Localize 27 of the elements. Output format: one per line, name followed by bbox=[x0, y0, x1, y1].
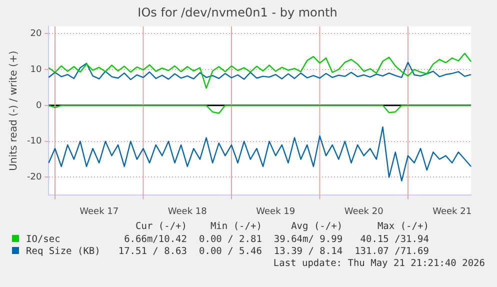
text: 0.00 / 5.46 bbox=[198, 246, 262, 258]
text: Avg (-/+) bbox=[290, 221, 343, 234]
y-axis-title: Units read (-) / write (+) bbox=[8, 50, 20, 171]
x-tick-label: Week 18 bbox=[168, 206, 208, 217]
text: 131.07 /71.69 bbox=[354, 246, 429, 258]
text: Min (-/+) bbox=[209, 221, 262, 234]
y-tick-label: 0 bbox=[36, 100, 42, 111]
legend-label: Req Size (KB) bbox=[25, 246, 102, 258]
text: Cur (-/+) bbox=[134, 221, 187, 234]
text: 39.64m/ 9.99 bbox=[272, 234, 343, 246]
text: Last update: Thu May 21 21:21:40 2026 bbox=[273, 258, 485, 269]
x-tick-label: Week 17 bbox=[80, 206, 119, 217]
x-tick-label: Week 21 bbox=[432, 206, 472, 217]
text: 13.39 / 8.14 bbox=[272, 246, 343, 258]
text: 6.66m/10.42 bbox=[123, 234, 187, 246]
y-tick-label: 20 bbox=[30, 28, 42, 39]
x-tick-label: Week 19 bbox=[256, 206, 296, 217]
y-tick-label: -20 bbox=[26, 172, 42, 183]
text: Max (-/+) bbox=[376, 221, 429, 234]
chart-title: IOs for /dev/nvme0n1 - by month bbox=[138, 5, 338, 20]
y-tick-label: 10 bbox=[30, 64, 42, 75]
text: 17.51 / 8.63 bbox=[117, 246, 187, 258]
y-tick-label: -10 bbox=[26, 136, 42, 147]
legend-label: IO/sec bbox=[25, 234, 62, 246]
text: 40.15 /31.94 bbox=[359, 234, 429, 246]
text: 0.00 / 2.81 bbox=[198, 234, 262, 246]
x-tick-label: Week 20 bbox=[344, 206, 384, 217]
